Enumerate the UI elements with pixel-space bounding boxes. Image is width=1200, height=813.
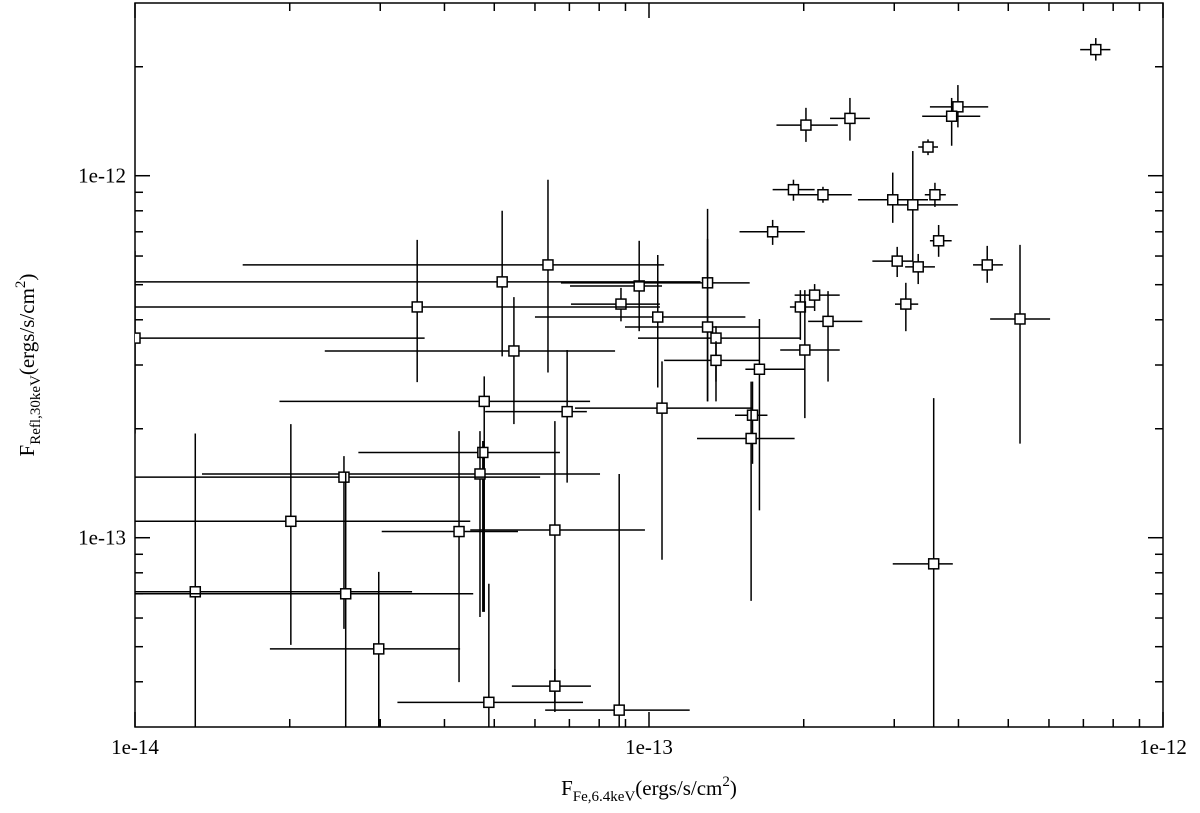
point bbox=[787, 183, 800, 196]
point bbox=[615, 298, 627, 310]
point bbox=[927, 558, 940, 570]
y-tick-label: 1e-13 bbox=[78, 526, 126, 550]
point bbox=[561, 405, 573, 418]
x-label-sub: Fe,6.4keV bbox=[573, 789, 636, 805]
y-label-unit: (ergs/s/cm bbox=[15, 288, 39, 375]
point bbox=[907, 199, 919, 211]
point bbox=[189, 586, 202, 598]
y-label-sup: 2 bbox=[13, 281, 29, 289]
plot-frame bbox=[134, 2, 1164, 728]
point bbox=[745, 432, 757, 445]
point bbox=[372, 643, 385, 655]
x-tick-label: 1e-14 bbox=[111, 735, 159, 759]
point bbox=[746, 409, 759, 421]
point bbox=[411, 301, 423, 313]
x-label-sup: 2 bbox=[722, 774, 730, 790]
point bbox=[652, 311, 664, 323]
point bbox=[800, 119, 812, 131]
point bbox=[1090, 43, 1102, 56]
x-label-main: F bbox=[561, 776, 573, 800]
point bbox=[891, 255, 903, 267]
point bbox=[799, 344, 811, 356]
point bbox=[453, 525, 465, 538]
point bbox=[496, 276, 508, 288]
point bbox=[542, 259, 554, 271]
point bbox=[474, 468, 486, 480]
y-label-main: F bbox=[15, 445, 39, 457]
point bbox=[817, 188, 829, 201]
point bbox=[1014, 313, 1026, 325]
point bbox=[339, 588, 352, 600]
plot-area bbox=[135, 38, 1111, 727]
point bbox=[478, 395, 490, 408]
point bbox=[929, 188, 941, 201]
point bbox=[613, 704, 625, 716]
point bbox=[285, 515, 297, 528]
x-tick-label: 1e-12 bbox=[1139, 735, 1187, 759]
point bbox=[766, 226, 779, 238]
point bbox=[900, 298, 912, 310]
point bbox=[508, 345, 520, 357]
x-label-close: ) bbox=[730, 776, 737, 800]
point bbox=[483, 696, 495, 709]
point bbox=[886, 194, 899, 206]
point bbox=[753, 363, 766, 375]
x-axis-label: FFe,6.4keV(ergs/s/cm2) bbox=[561, 774, 737, 805]
point bbox=[338, 471, 350, 483]
x-label-unit: (ergs/s/cm bbox=[635, 776, 722, 800]
point bbox=[549, 680, 561, 692]
point bbox=[952, 101, 964, 113]
point bbox=[822, 315, 834, 328]
y-label-sub: Refl,30keV bbox=[28, 375, 44, 445]
point bbox=[477, 446, 489, 459]
point bbox=[633, 280, 645, 292]
point bbox=[656, 402, 668, 414]
y-label-close: ) bbox=[15, 274, 39, 281]
point bbox=[981, 259, 993, 271]
point bbox=[932, 235, 945, 247]
point bbox=[710, 354, 722, 367]
point bbox=[912, 261, 924, 273]
point bbox=[701, 321, 714, 333]
point bbox=[922, 141, 934, 153]
point bbox=[945, 110, 958, 122]
y-tick-label: 1e-12 bbox=[78, 164, 126, 188]
point bbox=[794, 301, 807, 313]
point bbox=[549, 524, 561, 536]
point bbox=[135, 332, 141, 344]
point bbox=[808, 289, 821, 301]
y-axis-label: FRefl,30keV(ergs/s/cm2) bbox=[13, 274, 44, 457]
x-tick-label: 1e-13 bbox=[625, 735, 673, 759]
point bbox=[844, 112, 856, 125]
